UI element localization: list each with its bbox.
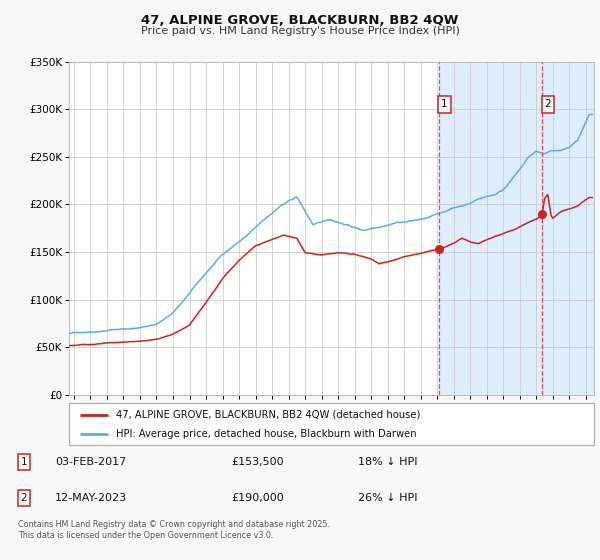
Text: 12-MAY-2023: 12-MAY-2023	[55, 493, 127, 503]
Text: 03-FEB-2017: 03-FEB-2017	[55, 457, 127, 467]
Text: 18% ↓ HPI: 18% ↓ HPI	[358, 457, 417, 467]
Bar	[439, 62, 594, 395]
Text: Price paid vs. HM Land Registry's House Price Index (HPI): Price paid vs. HM Land Registry's House …	[140, 26, 460, 36]
Text: 2: 2	[20, 493, 27, 503]
Text: 26% ↓ HPI: 26% ↓ HPI	[358, 493, 417, 503]
Text: 47, ALPINE GROVE, BLACKBURN, BB2 4QW (detached house): 47, ALPINE GROVE, BLACKBURN, BB2 4QW (de…	[116, 409, 421, 419]
Text: HPI: Average price, detached house, Blackburn with Darwen: HPI: Average price, detached house, Blac…	[116, 429, 417, 439]
Text: Contains HM Land Registry data © Crown copyright and database right 2025.
This d: Contains HM Land Registry data © Crown c…	[18, 520, 330, 540]
Text: 2: 2	[545, 100, 551, 109]
Text: 1: 1	[441, 100, 448, 109]
Text: £153,500: £153,500	[231, 457, 284, 467]
Text: 1: 1	[20, 457, 27, 467]
Text: £190,000: £190,000	[231, 493, 284, 503]
Text: 47, ALPINE GROVE, BLACKBURN, BB2 4QW: 47, ALPINE GROVE, BLACKBURN, BB2 4QW	[142, 14, 458, 27]
